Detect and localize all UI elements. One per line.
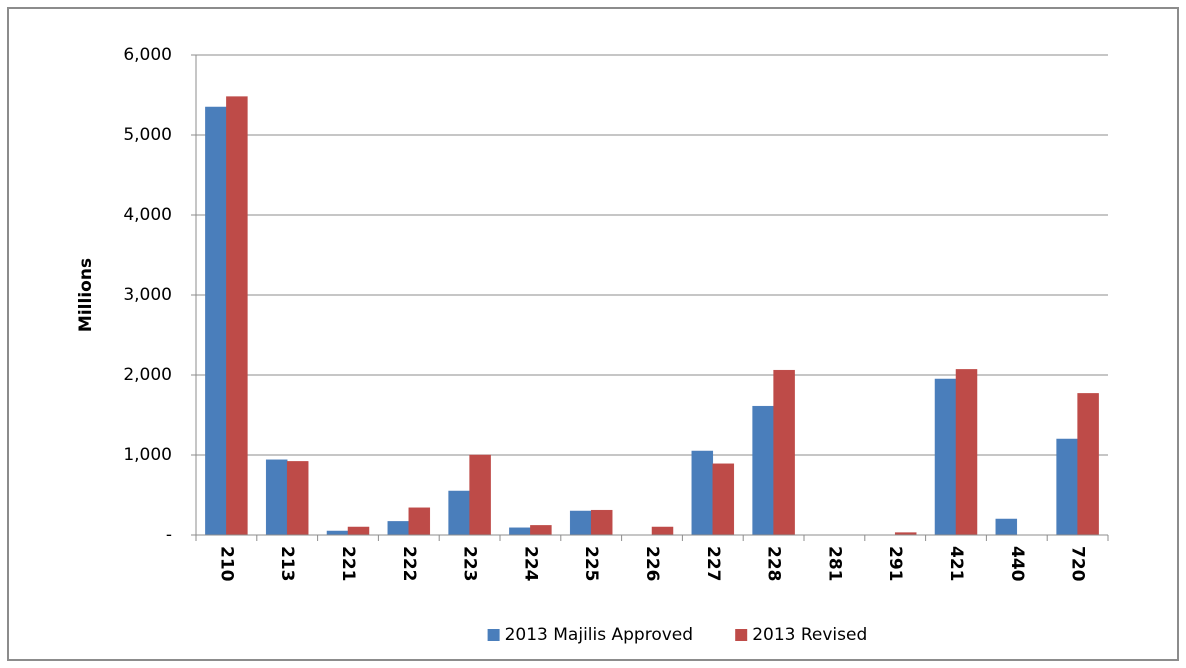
bar xyxy=(326,530,349,536)
legend-swatch xyxy=(735,629,748,641)
bar xyxy=(590,509,613,536)
x-tick-label: 223 xyxy=(460,546,480,582)
y-tick-label: 2,000 xyxy=(123,365,172,385)
chart-border xyxy=(7,7,1179,661)
y-axis-label: Millions xyxy=(76,258,96,332)
x-tick-label: 226 xyxy=(642,546,662,582)
bar xyxy=(691,450,714,536)
x-tick-label: 224 xyxy=(520,546,540,582)
bar xyxy=(1056,438,1078,536)
bar xyxy=(509,527,531,536)
bar xyxy=(265,459,288,536)
x-tick-label: 210 xyxy=(216,546,236,582)
bar xyxy=(205,106,227,536)
x-tick-label: 225 xyxy=(581,546,601,582)
x-tick-label: 221 xyxy=(338,546,358,582)
x-tick-label: 421 xyxy=(946,546,966,582)
bar xyxy=(934,378,957,536)
bar xyxy=(752,405,774,536)
x-tick-label: 281 xyxy=(824,546,844,582)
x-tick-label: 222 xyxy=(399,546,419,582)
x-tick-label: 213 xyxy=(277,546,297,582)
bar xyxy=(408,507,431,536)
bar xyxy=(712,463,735,536)
bar xyxy=(286,461,309,536)
x-tick-label: 227 xyxy=(703,546,723,582)
y-tick-label: 4,000 xyxy=(123,205,172,225)
x-tick-label: 720 xyxy=(1068,546,1088,582)
bar xyxy=(448,490,470,536)
x-tick-label: 291 xyxy=(885,546,905,582)
bar xyxy=(955,369,978,536)
bar xyxy=(226,96,248,536)
y-tick-label: - xyxy=(166,525,172,545)
bar xyxy=(651,526,674,536)
x-tick-label: 228 xyxy=(764,546,784,582)
x-tick-label: 440 xyxy=(1007,546,1027,582)
legend-label: 2013 Majilis Approved xyxy=(505,625,693,645)
legend-swatch xyxy=(487,629,500,641)
bar xyxy=(530,525,552,536)
y-tick-label: 3,000 xyxy=(123,285,172,305)
bar xyxy=(387,521,410,536)
legend-label: 2013 Revised xyxy=(752,625,867,645)
bar xyxy=(569,510,592,536)
bar xyxy=(347,526,370,536)
bar xyxy=(1077,393,1099,536)
bar xyxy=(469,454,491,536)
y-tick-label: 6,000 xyxy=(123,45,172,65)
y-tick-label: 5,000 xyxy=(123,125,172,145)
y-tick-label: 1,000 xyxy=(123,445,172,465)
bar xyxy=(995,518,1018,536)
bar xyxy=(773,369,795,536)
